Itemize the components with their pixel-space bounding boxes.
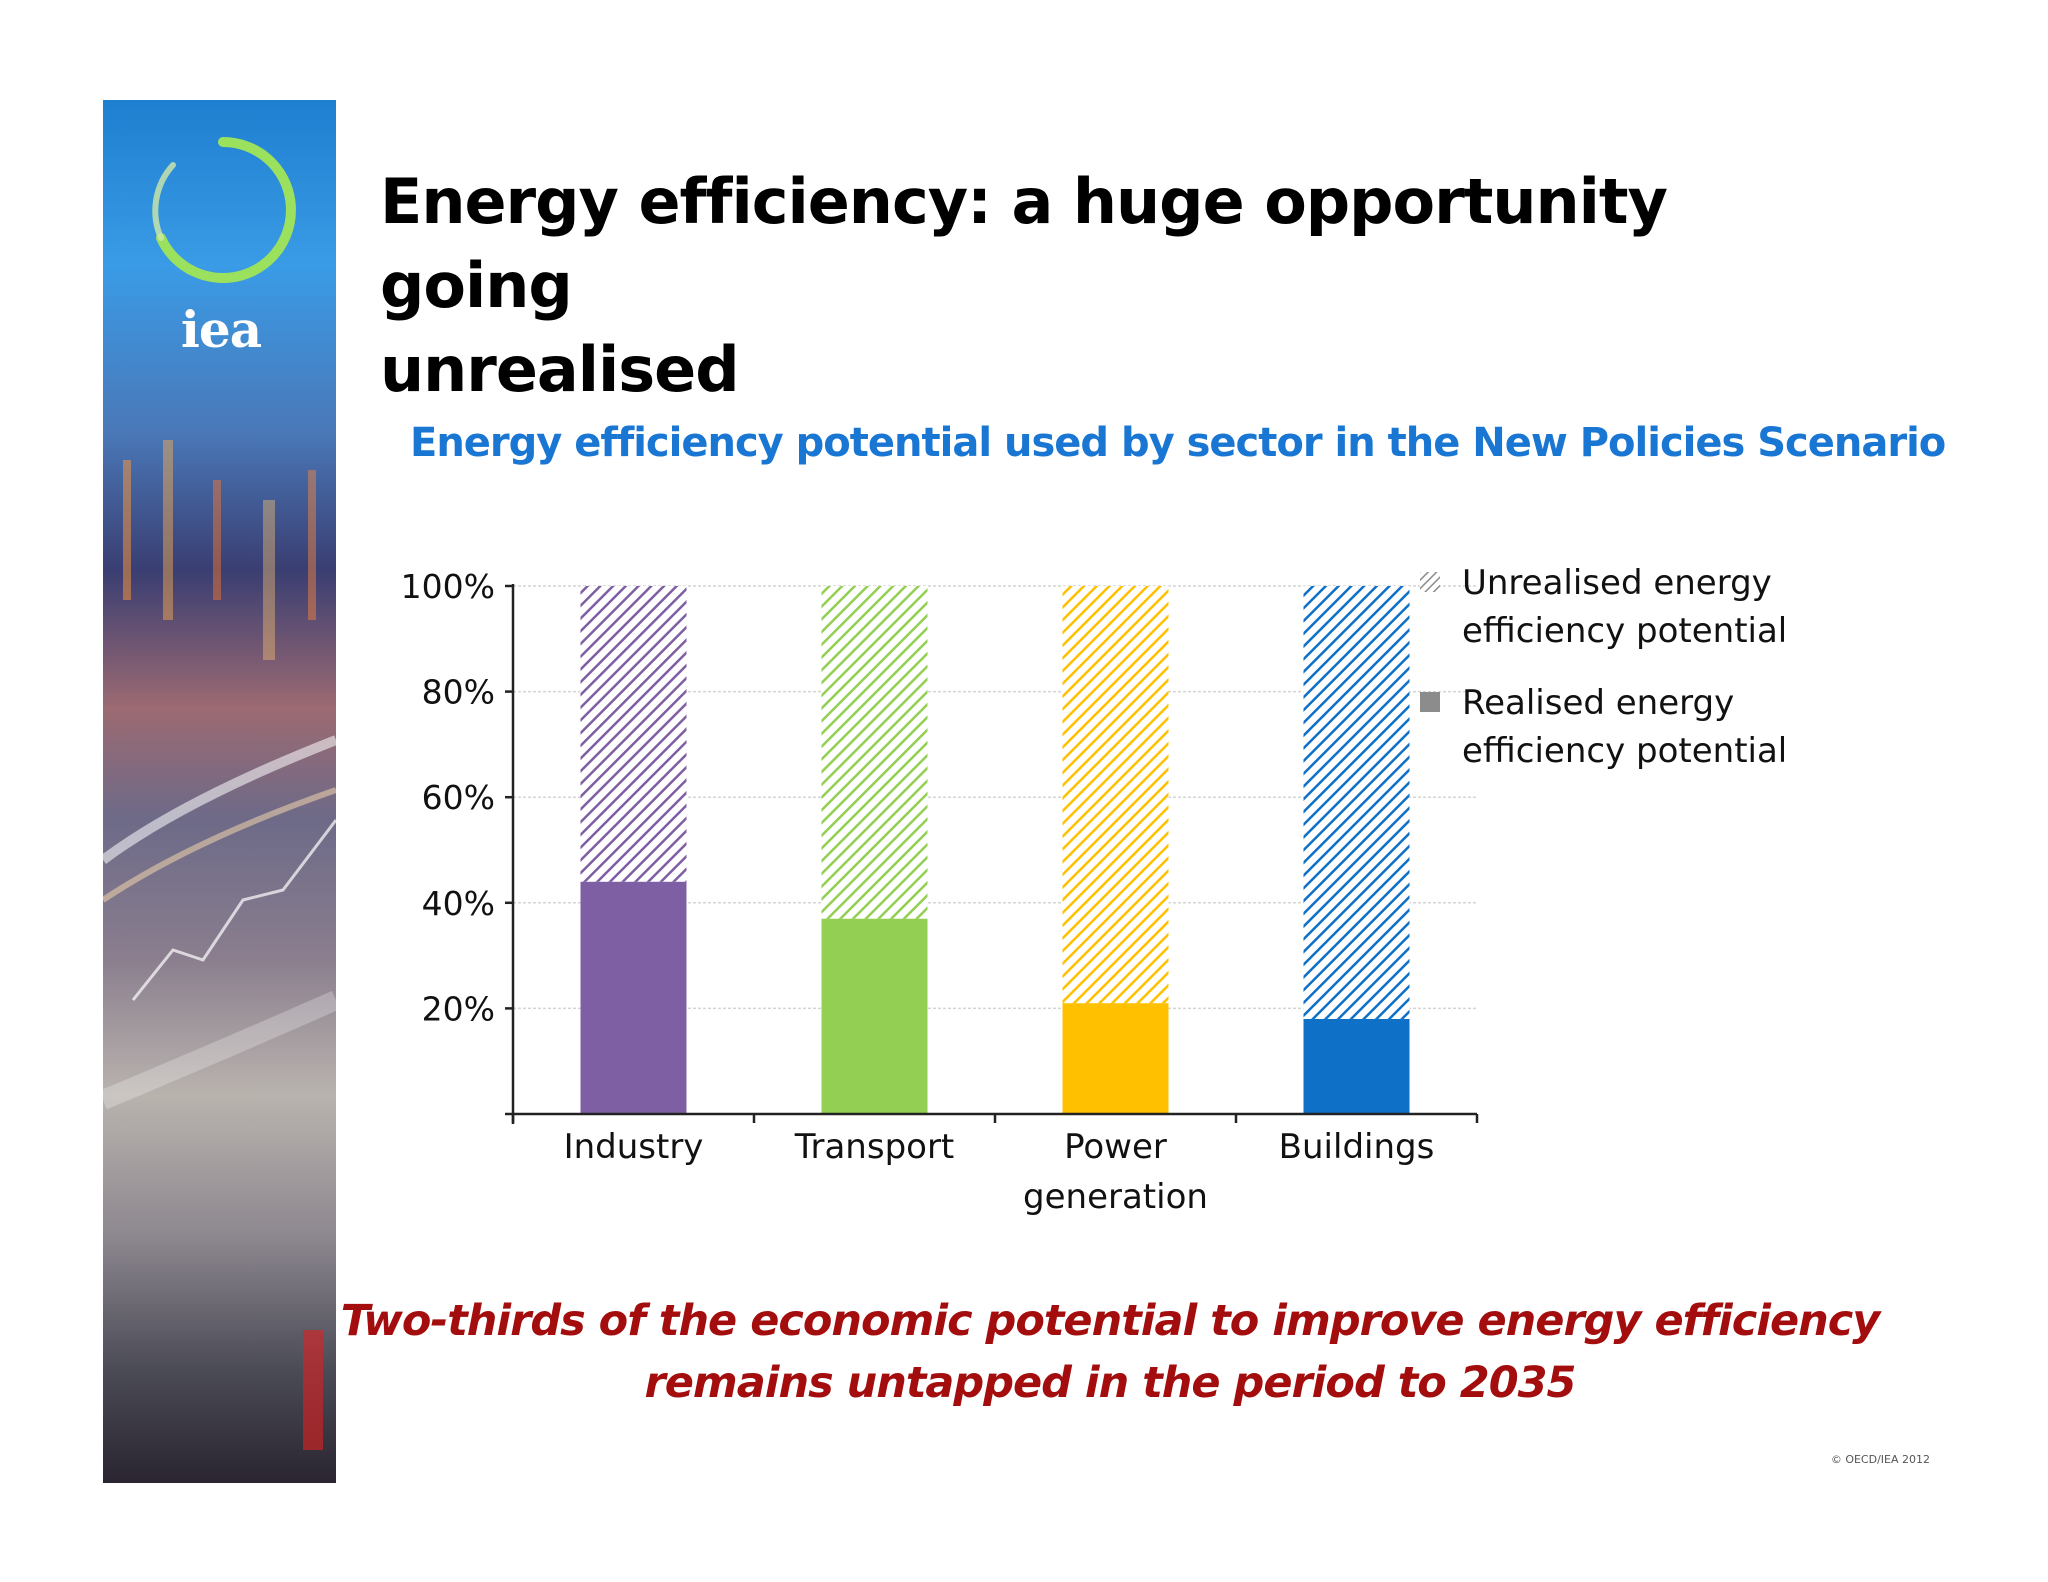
legend-label: efficiency potential (1462, 611, 1787, 651)
y-tick-label: 40% (422, 884, 495, 923)
conclusion-text: Two-thirds of the economic potential to … (330, 1290, 1890, 1414)
bar-unrealised (580, 586, 687, 882)
bar-realised (821, 918, 928, 1114)
conclusion-line-2: remains untapped in the period to 2035 (644, 1358, 1577, 1408)
page-title-line-2: unrealised (380, 333, 740, 406)
y-tick-label: 100% (401, 567, 495, 606)
bar-unrealised (821, 586, 928, 919)
light-trails-decoration (103, 440, 336, 1450)
x-tick-label: Industry (564, 1127, 704, 1167)
sidebar-banner-image: iea (103, 100, 336, 1483)
legend-label: Realised energy (1462, 683, 1734, 723)
iea-logo-icon (152, 137, 296, 283)
chart-title: Energy efficiency potential used by sect… (410, 420, 1946, 466)
chart-bars (580, 586, 1410, 1114)
legend-swatch (1420, 572, 1440, 592)
legend-label: Unrealised energy (1462, 563, 1772, 603)
bar-realised (580, 881, 687, 1114)
legend-label: efficiency potential (1462, 731, 1787, 771)
y-tick-label: 20% (422, 989, 495, 1028)
bar-unrealised (1303, 586, 1410, 1019)
x-tick-label: generation (1023, 1177, 1208, 1217)
bar-unrealised (1062, 586, 1169, 1004)
y-tick-label: 60% (422, 778, 495, 817)
x-tick-label: Power (1064, 1127, 1167, 1167)
y-axis-tick-labels: 100% 80% 60% 40% 20% (401, 567, 495, 1028)
x-tick-label: Buildings (1279, 1127, 1435, 1167)
chart-axes (505, 584, 1479, 1124)
bar-realised (1303, 1018, 1410, 1114)
y-tick-label: 80% (422, 673, 495, 712)
bar-realised (1062, 1003, 1169, 1114)
legend-swatch (1420, 692, 1440, 712)
chart-legend: Unrealised energy efficiency potential Rea… (1420, 563, 1787, 771)
page-title-line-1: Energy efficiency: a huge opportunity go… (380, 165, 1668, 322)
x-tick-label: Transport (794, 1127, 955, 1167)
x-axis-tick-labels: Industry Transport Power generation Building… (564, 1127, 1435, 1217)
iea-logo-text: iea (180, 300, 262, 359)
page-title: Energy efficiency: a huge opportunity go… (380, 160, 1780, 412)
stacked-bar-chart: 100% 80% 60% 40% 20% Industry Transport Power g… (401, 563, 1788, 1217)
copyright-notice: © OECD/IEA 2012 (1830, 1453, 1930, 1466)
conclusion-line-1: Two-thirds of the economic potential to … (340, 1296, 1881, 1346)
